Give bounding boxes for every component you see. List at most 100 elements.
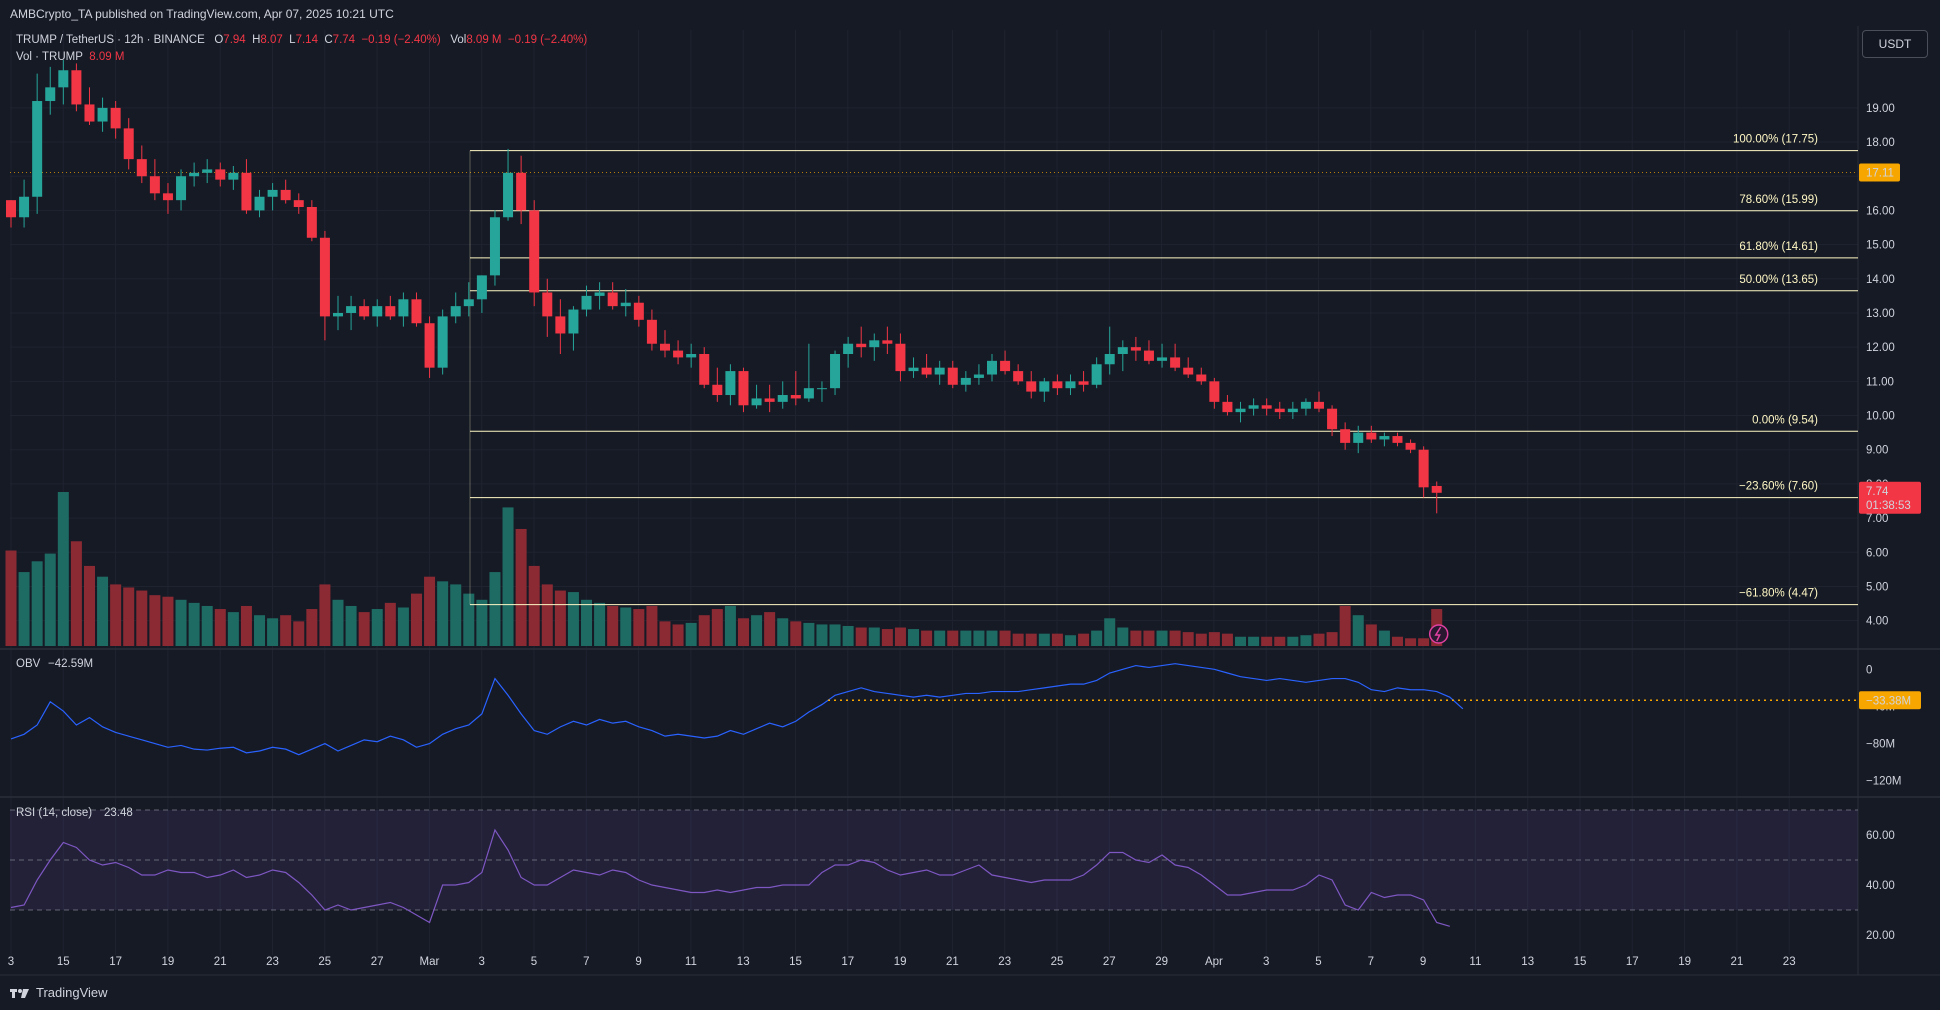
candle-body	[319, 237, 330, 317]
candle-body	[816, 388, 827, 390]
candle-body	[1392, 436, 1403, 443]
candle-body	[1104, 354, 1115, 365]
rsi-axis-tick: 60.00	[1866, 830, 1895, 842]
volume-bar	[659, 621, 671, 646]
candle-body	[1340, 429, 1351, 443]
time-axis-tick: 15	[1574, 956, 1587, 968]
candle-body	[97, 107, 108, 122]
volume-bar	[201, 605, 213, 646]
time-axis-tick: 29	[1155, 956, 1168, 968]
volume-bar	[711, 609, 723, 646]
candle-body	[921, 367, 932, 375]
time-axis-tick: 21	[1731, 956, 1744, 968]
volume-bar	[44, 553, 56, 646]
symbol-legend[interactable]: TRUMP / TetherUS · 12h · BINANCE O7.94 H…	[16, 34, 587, 46]
currency-button[interactable]: USDT	[1862, 30, 1928, 58]
tradingview-logo-icon	[10, 988, 29, 998]
candle-body	[424, 323, 435, 368]
time-axis-tick: 9	[1420, 956, 1426, 968]
volume-bar	[1117, 627, 1129, 646]
candle-body	[136, 159, 147, 177]
volume-bar	[881, 629, 893, 646]
alert-lightning-icon	[1428, 624, 1449, 644]
volume-bar	[227, 612, 239, 646]
candle-body	[960, 377, 971, 385]
candle-body	[346, 306, 357, 313]
volume-bar	[986, 630, 998, 646]
obv-axis-tick: −80M	[1866, 739, 1895, 751]
volume-bar	[790, 621, 802, 646]
volume-bar	[1300, 635, 1312, 646]
candle-body	[6, 200, 16, 218]
candle-body	[568, 309, 579, 334]
time-axis-tick: Mar	[419, 956, 439, 968]
volume-bar	[908, 629, 920, 646]
candle-body	[162, 193, 173, 201]
price-axis-tick: 7.00	[1866, 513, 1888, 525]
volume-bar	[1418, 638, 1430, 646]
candle-body	[1170, 357, 1181, 368]
candle-body	[398, 299, 409, 317]
candle-body	[1026, 381, 1037, 392]
volume-bar	[1326, 632, 1338, 646]
time-axis-tick: 3	[8, 956, 14, 968]
publish-info: AMBCrypto_TA published on TradingView.co…	[10, 7, 394, 21]
candle-body	[594, 292, 605, 296]
volume-legend[interactable]: Vol · TRUMP 8.09 M	[16, 51, 124, 63]
candle-body	[1039, 381, 1050, 392]
volume-bar	[777, 618, 789, 646]
volume-bar	[567, 592, 579, 646]
volume-bar	[384, 602, 396, 646]
candle-body	[45, 87, 56, 102]
volume-bar	[5, 550, 17, 646]
time-axis-tick: 23	[1783, 956, 1796, 968]
candle-body	[32, 101, 43, 197]
vol-legend-label: Vol	[450, 34, 467, 46]
volume-bar	[463, 593, 475, 646]
volume-bar	[31, 561, 43, 646]
candle-body	[790, 395, 801, 399]
time-axis-tick: 21	[946, 956, 959, 968]
fib-level-label: −61.80% (4.47)	[1739, 588, 1818, 600]
price-change: −0.19 (−2.40%)	[361, 34, 441, 46]
volume-bar	[1365, 624, 1377, 646]
vol-sub-value: 8.09 M	[89, 51, 125, 63]
volume-bar	[345, 605, 357, 646]
candle-body	[1078, 381, 1089, 385]
time-axis-tick: 17	[1626, 956, 1639, 968]
obv-line	[10, 663, 1464, 756]
rsi-line	[10, 828, 1450, 927]
candle-body	[372, 306, 383, 317]
time-axis-tick: 11	[1469, 956, 1481, 968]
symbol-label[interactable]: TRUMP / TetherUS · 12h · BINANCE	[16, 34, 205, 46]
volume-bar	[306, 609, 318, 646]
volume-bar	[921, 630, 933, 646]
volume-bar	[410, 593, 422, 646]
ohlc-open: O7.94	[214, 34, 246, 46]
volume-bar	[254, 615, 266, 646]
volume-bar	[855, 627, 867, 646]
candle-body	[542, 292, 553, 317]
candle-body	[1117, 347, 1128, 354]
volume-bar	[541, 584, 553, 646]
time-axis-tick: 25	[1051, 956, 1064, 968]
tradingview-footer[interactable]: TradingView	[10, 985, 108, 1000]
volume-bar	[489, 572, 501, 646]
candle-body	[437, 316, 448, 368]
volume-bar	[1378, 630, 1390, 646]
volume-bar	[1012, 633, 1024, 646]
ohlc-close: C7.74	[324, 34, 356, 46]
volume-bar	[554, 590, 566, 646]
rsi-label: RSI (14, close)	[16, 807, 92, 819]
price-axis-tick: 19.00	[1866, 103, 1895, 115]
time-axis-tick: 7	[1368, 956, 1374, 968]
volume-bar	[633, 609, 645, 646]
volume-bar	[803, 622, 815, 646]
candle-body	[241, 172, 252, 211]
volume-bar	[214, 609, 226, 646]
volume-bar	[1130, 630, 1142, 646]
fib-level-label: 78.60% (15.99)	[1739, 194, 1818, 206]
candle-body	[1418, 449, 1429, 488]
candle-body	[306, 207, 317, 238]
